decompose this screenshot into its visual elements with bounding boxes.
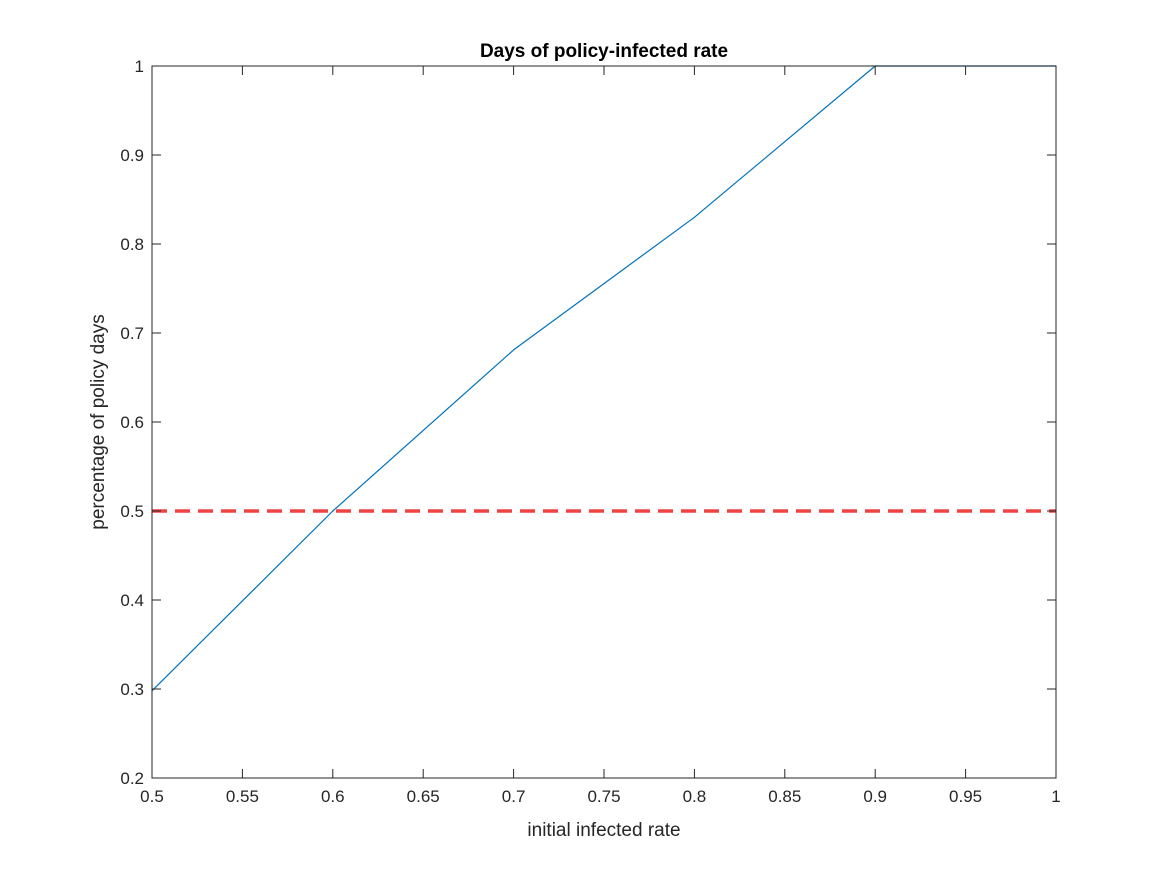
chart-title: Days of policy-infected rate [480,41,728,62]
x-tick-label: 0.55 [226,787,259,806]
y-tick-label: 0.6 [120,413,144,432]
data-point [693,216,696,218]
x-tick-label: 0.95 [949,787,982,806]
plot-area-group [152,66,1056,778]
y-tick-label: 0.4 [120,591,144,610]
x-ticks-group: 0.5 0.55 0.6 0.65 0.7 0.75 0.8 0.85 0.9 0.95 1 [140,66,1061,806]
x-tick-label: 0.6 [321,787,345,806]
y-axis-label: percentage of policy days [88,314,109,529]
x-tick-label: 0.85 [768,787,801,806]
y-tick-label: 0.7 [120,324,144,343]
y-tick-label: 0.9 [120,146,144,165]
y-tick-label: 0.8 [120,235,144,254]
x-tick-label: 0.7 [502,787,526,806]
data-point [332,510,334,512]
y-tick-label: 1 [135,57,144,76]
x-tick-label: 1 [1051,787,1060,806]
data-point [513,349,515,351]
x-tick-label: 0.75 [587,787,620,806]
y-ticks-group: 0.2 0.3 0.4 0.5 0.6 0.7 0.8 0.9 1 [120,57,1056,788]
x-tick-label: 0.8 [683,787,707,806]
x-tick-label: 0.5 [140,787,164,806]
plot-area [152,66,1056,778]
x-axis-label: initial infected rate [527,820,680,841]
x-tick-label: 0.65 [407,787,440,806]
y-tick-label: 0.5 [120,502,144,521]
y-tick-label: 0.3 [120,680,144,699]
x-tick-label: 0.9 [863,787,887,806]
y-tick-label: 0.2 [120,769,144,788]
